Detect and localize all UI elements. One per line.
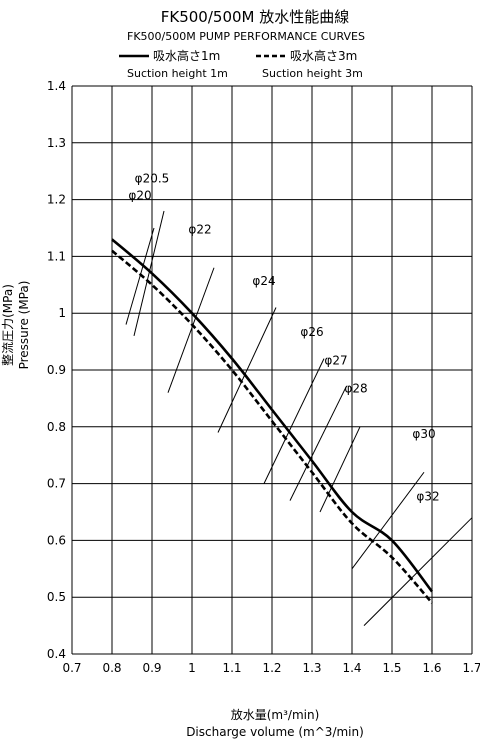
series-line-suction-1m — [111, 238, 434, 593]
y-axis-label-en: Pressure (MPa) — [17, 281, 31, 370]
x-tick-label: 1.5 — [382, 661, 401, 675]
y-tick-label: 0.5 — [47, 590, 66, 604]
x-axis-label-en: Discharge volume (m^3/min) — [186, 725, 364, 739]
plot-grid — [71, 85, 473, 655]
x-tick-label: 0.8 — [102, 661, 121, 675]
series-lines — [111, 238, 434, 604]
x-tick-label: 0.9 — [142, 661, 161, 675]
series-line-suction-3m — [111, 249, 433, 604]
nozzle-line — [351, 471, 425, 570]
x-tick-label: 0.7 — [62, 661, 81, 675]
y-tick-label: 1.1 — [47, 249, 66, 263]
legend-label-2: 吸水高さ3m — [290, 48, 357, 63]
nozzle-label: φ20.5 — [135, 172, 170, 186]
x-tick-label: 1.7 — [462, 661, 480, 675]
x-tick-labels: 0.7 0.8 0.9 1 1.1 1.2 1.3 1.4 1.5 1.6 1.7 — [62, 661, 480, 675]
nozzle-label: φ24 — [252, 274, 275, 288]
chart-subtitle: FK500/500M PUMP PERFORMANCE CURVES — [127, 30, 365, 43]
legend-label-1: 吸水高さ1m — [153, 48, 220, 63]
nozzle-line — [125, 227, 155, 325]
x-tick-label: 1.1 — [222, 661, 241, 675]
y-tick-label: 0.4 — [47, 647, 66, 661]
y-tick-label: 1.4 — [47, 79, 66, 93]
x-tick-label: 1.2 — [262, 661, 281, 675]
nozzle-line — [217, 307, 277, 433]
nozzle-label: φ28 — [344, 382, 367, 396]
nozzle-label: φ27 — [324, 353, 347, 367]
x-tick-label: 1 — [188, 661, 196, 675]
chart-title: FK500/500M 放水性能曲線 — [161, 8, 350, 26]
y-tick-label: 0.8 — [47, 420, 66, 434]
y-axis-label: 整流圧力(MPa) — [0, 284, 15, 366]
y-tick-label: 0.9 — [47, 363, 66, 377]
x-tick-label: 1.6 — [422, 661, 441, 675]
nozzle-label: φ26 — [300, 325, 323, 339]
x-tick-label: 1.3 — [302, 661, 321, 675]
y-tick-label: 0.7 — [47, 477, 66, 491]
nozzle-label: φ22 — [188, 223, 211, 237]
nozzle-line — [289, 386, 347, 501]
x-tick-label: 1.4 — [342, 661, 361, 675]
legend: 吸水高さ1m Suction height 1m 吸水高さ3m Suction … — [119, 48, 363, 80]
y-tick-label: 1 — [58, 306, 66, 320]
nozzle-line — [167, 267, 215, 393]
nozzle-label: φ30 — [412, 427, 435, 441]
x-axis-label: 放水量(m³/min) — [231, 707, 320, 722]
nozzle-label: φ20 — [128, 189, 151, 203]
y-tick-label: 1.2 — [47, 193, 66, 207]
y-tick-label: 0.6 — [47, 533, 66, 547]
legend-label-1-en: Suction height 1m — [127, 67, 228, 80]
y-tick-label: 1.3 — [47, 136, 66, 150]
legend-label-2-en: Suction height 3m — [262, 67, 363, 80]
nozzle-label: φ32 — [416, 490, 439, 504]
y-tick-labels: 0.4 0.5 0.6 0.7 0.8 0.9 1 1.1 1.2 1.3 1.4 — [47, 79, 66, 661]
nozzle-line — [133, 210, 165, 337]
nozzle-line — [319, 426, 361, 513]
nozzle-line — [263, 358, 325, 484]
